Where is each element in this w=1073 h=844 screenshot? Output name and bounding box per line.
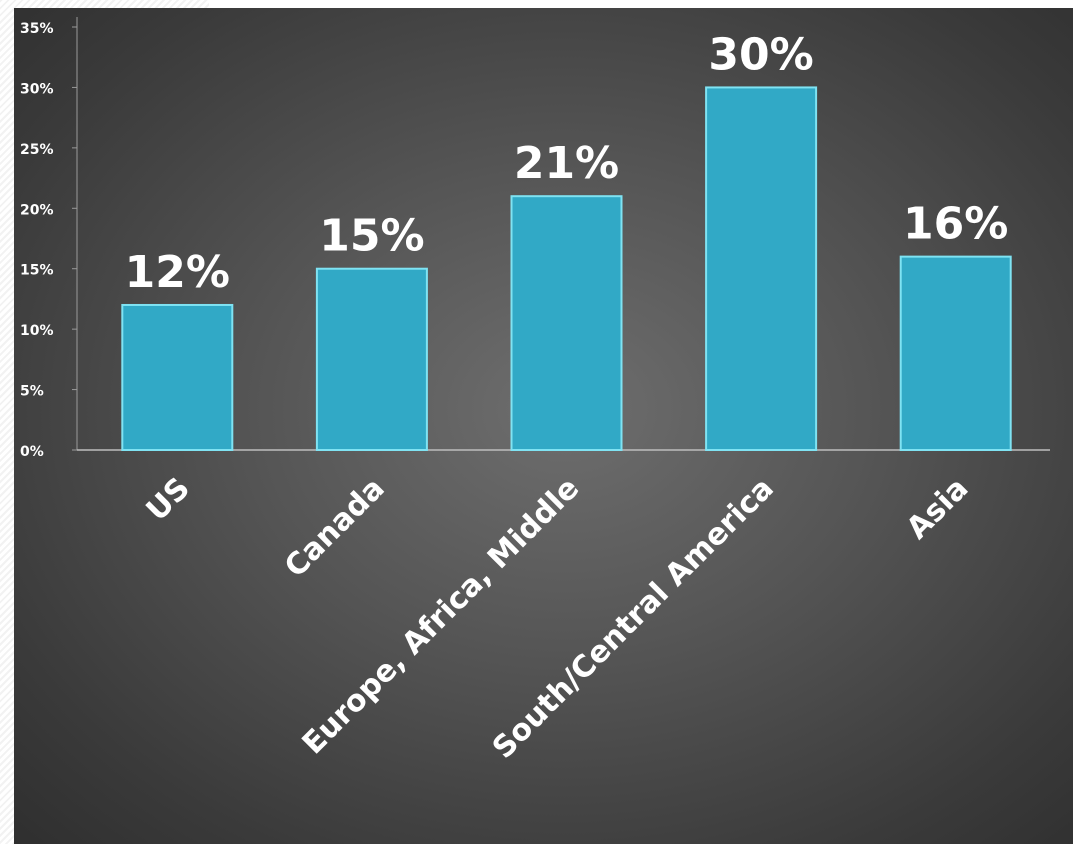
bar [510, 195, 623, 451]
bar [121, 303, 234, 451]
x-tick-label: Asia [900, 471, 975, 546]
y-tick-label: 15% [20, 263, 54, 279]
y-tick-label: 10% [20, 323, 54, 339]
y-tick-label: 25% [20, 142, 54, 158]
y-tick-label: 0% [20, 444, 44, 460]
y-tick-label: 35% [20, 21, 54, 37]
bar [315, 267, 428, 452]
data-label: 21% [514, 138, 619, 189]
chart-axes: 0% 5% 10% 15% 20% 25% 30% 35% [20, 17, 1050, 460]
x-tick-label: Canada [278, 471, 392, 585]
slide-hatch-border-top [14, 0, 209, 8]
bar [899, 255, 1012, 451]
bar [705, 86, 818, 452]
y-tick-label: 30% [20, 81, 54, 97]
data-label: 12% [125, 247, 230, 298]
data-label: 15% [319, 211, 424, 262]
chart-bars [121, 86, 1012, 452]
slide-hatch-border [0, 0, 14, 844]
x-tick-label: US [140, 471, 197, 528]
data-label: 30% [708, 29, 813, 80]
data-label: 16% [903, 199, 1008, 250]
y-tick-label: 5% [20, 384, 44, 400]
y-tick-label: 20% [20, 202, 54, 218]
